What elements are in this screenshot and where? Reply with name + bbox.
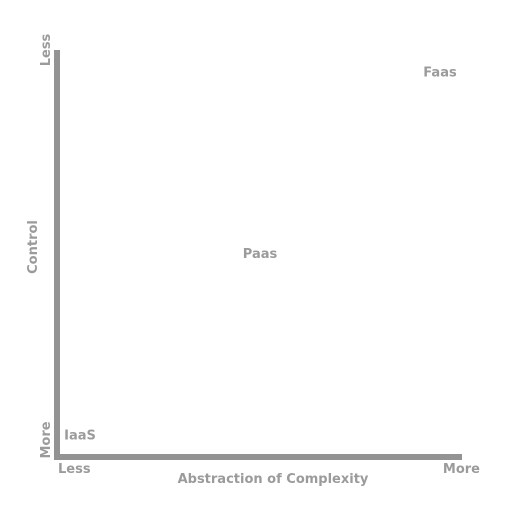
x-axis-start-label: Less [58, 462, 91, 477]
x-axis-end-label: More [443, 462, 480, 477]
y-axis-bottom-label: More [39, 421, 54, 458]
point-label-paas: Paas [243, 247, 278, 262]
y-axis-title: Control [26, 220, 41, 274]
point-label-faas: Faas [423, 66, 457, 81]
x-axis-title: Abstraction of Complexity [178, 472, 369, 487]
point-label-iaas: IaaS [64, 428, 96, 443]
point-labels: IaaS Paas Faas [64, 66, 457, 444]
y-axis-top-label: Less [39, 33, 54, 66]
